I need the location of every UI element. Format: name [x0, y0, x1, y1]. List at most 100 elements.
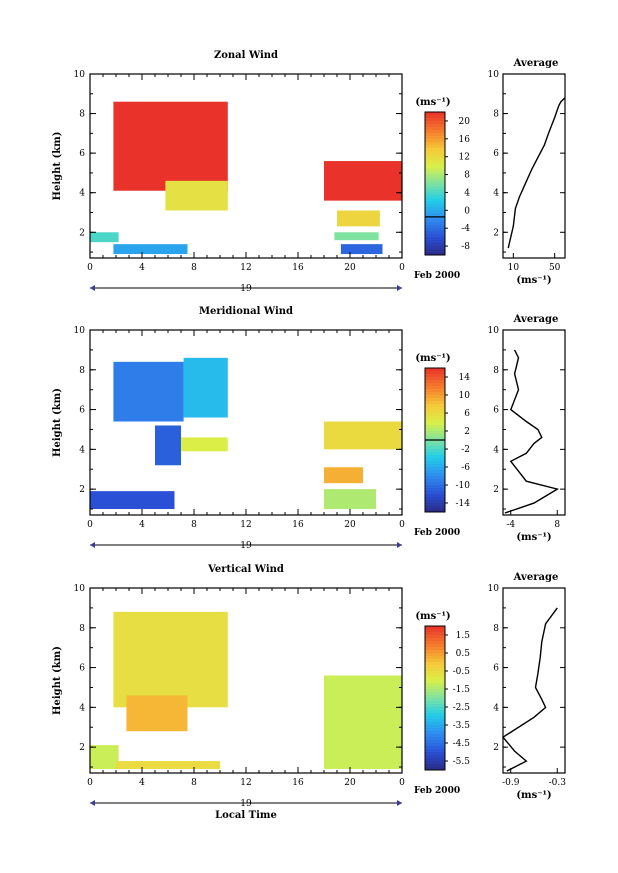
- colorbar-step: [425, 210, 445, 214]
- x-tick-label: 0: [87, 778, 93, 788]
- colorbar-tick-label: 20: [459, 117, 471, 127]
- colorbar-step: [425, 764, 445, 768]
- average-frame: [502, 73, 566, 259]
- colorbar-tick-label: -4: [461, 224, 470, 234]
- colorbar-step: [425, 506, 445, 510]
- average-y-tick-label: 2: [493, 228, 499, 238]
- data-region: [324, 161, 402, 201]
- colorbar-step: [425, 686, 445, 690]
- x-tick-label: 12: [240, 778, 251, 788]
- colorbar-tick-label: 0: [464, 206, 470, 216]
- colorbar-tick-label: 2: [464, 427, 470, 437]
- x-tick-label: 8: [191, 520, 197, 530]
- colorbar-step: [425, 632, 445, 636]
- colorbar-step: [425, 713, 445, 717]
- date-arrow-right: [397, 542, 402, 548]
- y-tick-label: 8: [79, 624, 85, 634]
- chart-panel-2: Vertical Wind 0 4 8 12 16 20 0 2 4 6 8 10 Height (km)…: [52, 564, 566, 821]
- colorbar-step: [425, 410, 445, 414]
- y-tick-label: 4: [79, 703, 85, 713]
- average-x-axis-label: (ms⁻¹): [516, 275, 551, 286]
- data-region: [324, 675, 402, 770]
- x-tick-label: 0: [399, 520, 405, 530]
- data-region: [324, 489, 376, 510]
- colorbar-step: [425, 249, 445, 253]
- y-tick-label: 6: [79, 406, 85, 416]
- colorbar-step: [425, 225, 445, 229]
- colorbar-step: [425, 734, 445, 738]
- colorbar-step: [425, 491, 445, 495]
- colorbar-step: [425, 767, 445, 771]
- colorbar-step: [425, 198, 445, 202]
- colorbar-step: [425, 500, 445, 504]
- data-region: [155, 425, 181, 466]
- colorbar-tick-label: 1.5: [456, 631, 471, 641]
- x-tick-label: 4: [139, 520, 145, 530]
- date-label: 19: [240, 541, 252, 551]
- colorbar-step: [425, 485, 445, 489]
- colorbar-step: [425, 497, 445, 501]
- average-y-tick-label: 6: [493, 664, 499, 674]
- colorbar-step: [425, 216, 445, 220]
- average-y-tick-label: 4: [493, 189, 499, 199]
- data-region: [113, 101, 228, 191]
- colorbar-step: [425, 222, 445, 226]
- colorbar-tick-label: -3.5: [453, 721, 471, 731]
- date-month-label: Feb 2000: [414, 271, 460, 281]
- colorbar-step: [425, 234, 445, 238]
- colorbar-step: [425, 752, 445, 756]
- colorbar-step: [425, 665, 445, 669]
- colorbar-tick-label: -14: [456, 499, 471, 509]
- colorbar-step: [425, 479, 445, 483]
- date-arrow-right: [397, 285, 402, 291]
- colorbar-step: [425, 470, 445, 474]
- y-tick-label: 2: [79, 485, 85, 495]
- colorbar-step: [425, 728, 445, 732]
- colorbar-step: [425, 132, 445, 137]
- data-region: [113, 611, 228, 708]
- colorbar-step: [425, 126, 445, 131]
- y-tick-label: 6: [79, 664, 85, 674]
- colorbar-step: [425, 171, 445, 176]
- average-title: Average: [513, 58, 559, 69]
- colorbar-step: [425, 419, 445, 423]
- colorbar-step: [425, 434, 445, 438]
- x-tick-label: 12: [240, 520, 251, 530]
- colorbar-tick-label: 8: [464, 171, 470, 181]
- x-axis-label: Local Time: [215, 810, 277, 821]
- colorbar-step: [425, 153, 445, 158]
- average-y-tick-label: 10: [488, 70, 500, 80]
- chart-title: Zonal Wind: [214, 50, 278, 61]
- colorbar-step: [425, 698, 445, 702]
- colorbar-step: [425, 509, 445, 513]
- colorbar-step: [425, 243, 445, 247]
- colorbar-step: [425, 117, 445, 122]
- colorbar-step: [425, 716, 445, 720]
- y-tick-label: 4: [79, 189, 85, 199]
- data-region: [165, 180, 228, 211]
- average-x-tick-label: -4: [506, 520, 515, 530]
- average-y-tick-label: 8: [493, 110, 499, 120]
- colorbar-step: [425, 147, 445, 152]
- colorbar-step: [425, 701, 445, 705]
- colorbar-step: [425, 722, 445, 726]
- colorbar-tick-label: -2.5: [453, 703, 471, 713]
- colorbar-step: [425, 174, 445, 179]
- data-region: [324, 467, 363, 484]
- colorbar-step: [425, 749, 445, 753]
- colorbar-tick-label: 14: [459, 373, 471, 383]
- average-title: Average: [513, 572, 559, 583]
- average-title: Average: [513, 314, 559, 325]
- average-profile-line: [504, 349, 560, 514]
- colorbar-step: [425, 725, 445, 729]
- colorbar-step: [425, 389, 445, 393]
- colorbar-step: [425, 452, 445, 456]
- colorbar-step: [425, 404, 445, 408]
- colorbar-step: [425, 473, 445, 477]
- data-region: [183, 357, 228, 418]
- colorbar-step: [425, 180, 445, 184]
- colorbar-step: [425, 644, 445, 648]
- colorbar-step: [425, 458, 445, 462]
